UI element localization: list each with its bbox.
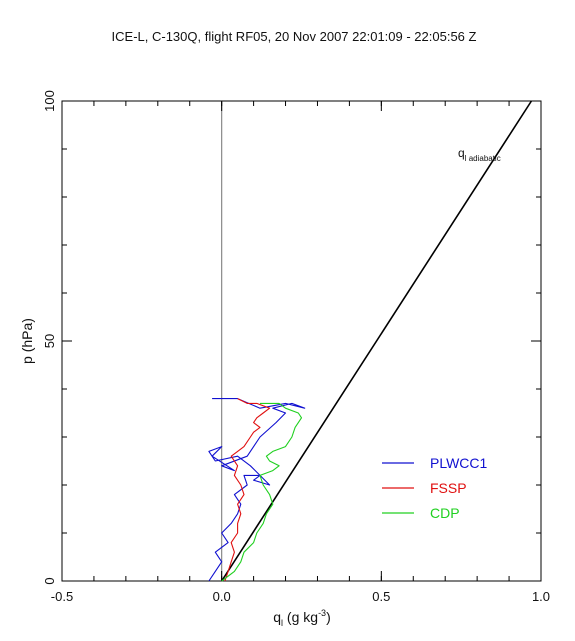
x-axis-label: ql (g kg-3) bbox=[273, 608, 331, 628]
y-tick-label: 50 bbox=[42, 334, 57, 348]
series-line-plwcc1 bbox=[208, 398, 306, 582]
legend-label-plwcc1: PLWCC1 bbox=[430, 455, 488, 471]
legend-label-fssp: FSSP bbox=[430, 480, 467, 496]
adiabatic-label: ql adiabatic bbox=[458, 146, 501, 163]
plot-area: -0.5 0.0 0.5 1.0 0 50 100 bbox=[42, 90, 550, 604]
chart-title: ICE-L, C-130Q, flight RF05, 20 Nov 2007 … bbox=[112, 29, 477, 44]
y-tick-label: 100 bbox=[42, 90, 57, 112]
y-tick-label: 0 bbox=[42, 577, 57, 584]
x-tick-label: 0.0 bbox=[213, 589, 231, 604]
plot-frame bbox=[61, 100, 542, 582]
series-line-fssp bbox=[224, 398, 271, 582]
legend: PLWCC1 FSSP CDP bbox=[382, 455, 488, 521]
x-tick-label: 0.5 bbox=[372, 589, 390, 604]
legend-label-cdp: CDP bbox=[430, 505, 460, 521]
series-group bbox=[208, 100, 533, 582]
series-line-cdp bbox=[221, 402, 303, 582]
adiabatic-line bbox=[220, 100, 533, 582]
x-tick-label: -0.5 bbox=[51, 589, 73, 604]
y-axis-label: p (hPa) bbox=[19, 318, 35, 364]
x-tick-label: 1.0 bbox=[532, 589, 550, 604]
